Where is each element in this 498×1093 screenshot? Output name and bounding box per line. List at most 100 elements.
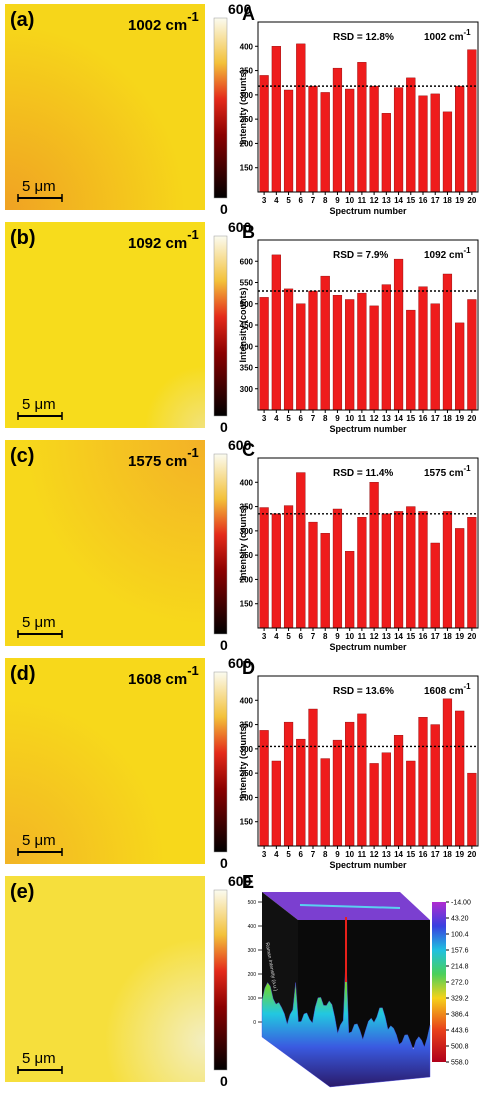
bar [442,698,453,847]
bar [406,77,416,193]
plot-frame [257,239,479,411]
x-tick-label: 14 [394,196,403,205]
bar [369,305,379,411]
bar [369,763,379,847]
x-tick-label: 10 [345,632,354,641]
bar [283,721,294,847]
y-tick-label: 550 [240,279,254,288]
x-tick-label: 8 [323,196,328,205]
x-tick-label: 4 [274,850,279,859]
scale-bar-label: 5 μm [22,1050,56,1067]
colorbar [213,17,228,199]
x-tick-label: 16 [419,850,428,859]
x-tick-label: 16 [419,196,428,205]
y-tick-label: 350 [240,721,254,730]
x-tick-label: 8 [323,414,328,423]
bar [430,93,440,193]
colorbar-tick-label: 100.4 [451,932,469,939]
x-tick-label: 7 [311,850,316,859]
bar [369,482,379,629]
bar [381,284,391,411]
bar [296,472,306,629]
scale-bar-label: 5 μm [22,832,56,849]
x-axis-label: Spectrum number [329,424,407,434]
bar [455,528,465,629]
bar [308,708,318,847]
bar [467,299,477,411]
x-tick-label: 12 [370,414,379,423]
plot-frame [257,457,479,629]
x-tick-label: 16 [419,414,428,423]
surface [261,953,431,1088]
colorbar-tick-label: 600 [228,437,252,453]
wavenumber-exponent: -1 [187,227,199,242]
bar [455,322,465,411]
wavenumber-text: 1002 cm [128,17,187,34]
colorbar [213,453,228,635]
x-tick-label: 15 [406,632,415,641]
bar [271,760,281,847]
colorbar-tick-label: 0 [220,637,228,653]
x-tick-label: 11 [358,632,367,641]
y-tick-label: 300 [240,527,254,536]
y-axis-label: Intensity (counts) [238,505,248,580]
x-tick-label: 11 [358,414,367,423]
x-tick-label: 18 [443,850,452,859]
annotation: RSD = 12.8% [333,32,394,43]
bar [381,113,391,193]
bar [332,508,343,629]
x-tick-label: 12 [370,196,379,205]
bar [357,517,367,629]
bar [369,85,379,193]
x-tick-label: 19 [455,414,464,423]
colorbar [432,902,446,1062]
bar [271,513,281,629]
y-tick-label: 200 [240,793,254,802]
x-tick-label: 19 [455,632,464,641]
colorbar-tick-label: 43.20 [451,916,469,923]
bar [393,511,404,629]
scale-bar-label: 5 μm [22,178,56,195]
z-tick-label: 100 [248,996,257,1002]
colorbar-tick-label: 600 [228,219,252,235]
x-tick-label: 3 [262,196,267,205]
x-tick-label: 17 [431,414,440,423]
x-tick-label: 5 [286,414,291,423]
bar [308,85,318,193]
bar [345,721,355,847]
y-tick-label: 400 [240,42,254,51]
bar [418,286,428,411]
x-tick-label: 19 [455,850,464,859]
x-tick-label: 14 [394,850,403,859]
x-axis-label: Spectrum number [329,860,407,870]
x-tick-label: 13 [382,196,391,205]
y-tick-label: 400 [240,342,254,351]
scale-bar-label: 5 μm [22,396,56,413]
z-tick-label: 500 [248,900,257,906]
colorbar-tick-label: 0 [220,1073,228,1088]
wavenumber: 1575 cm-1 [128,445,199,470]
bar [467,49,477,193]
x-tick-label: 4 [274,632,279,641]
y-axis-label: Intensity (counts) [238,287,248,362]
bar [442,273,453,411]
bar [430,724,440,847]
colorbar-tick-label: 272.0 [451,980,469,987]
wavenumber: 1575 cm-1 [424,464,471,479]
y-tick-label: 300 [240,91,254,100]
bar [296,738,306,847]
bar [406,760,416,847]
x-tick-label: 9 [335,850,340,859]
bar [393,735,404,847]
x-tick-label: 16 [419,632,428,641]
raman-map [5,440,205,646]
y-tick-label: 300 [240,385,254,394]
y-tick-label: 200 [240,575,254,584]
x-tick-label: 8 [323,632,328,641]
bar [406,309,416,411]
wavenumber-text: 1608 cm [128,671,187,688]
colorbar-tick-label: 443.6 [451,1028,469,1035]
x-tick-label: 5 [286,196,291,205]
bar [357,292,367,411]
x-tick-label: 9 [335,632,340,641]
